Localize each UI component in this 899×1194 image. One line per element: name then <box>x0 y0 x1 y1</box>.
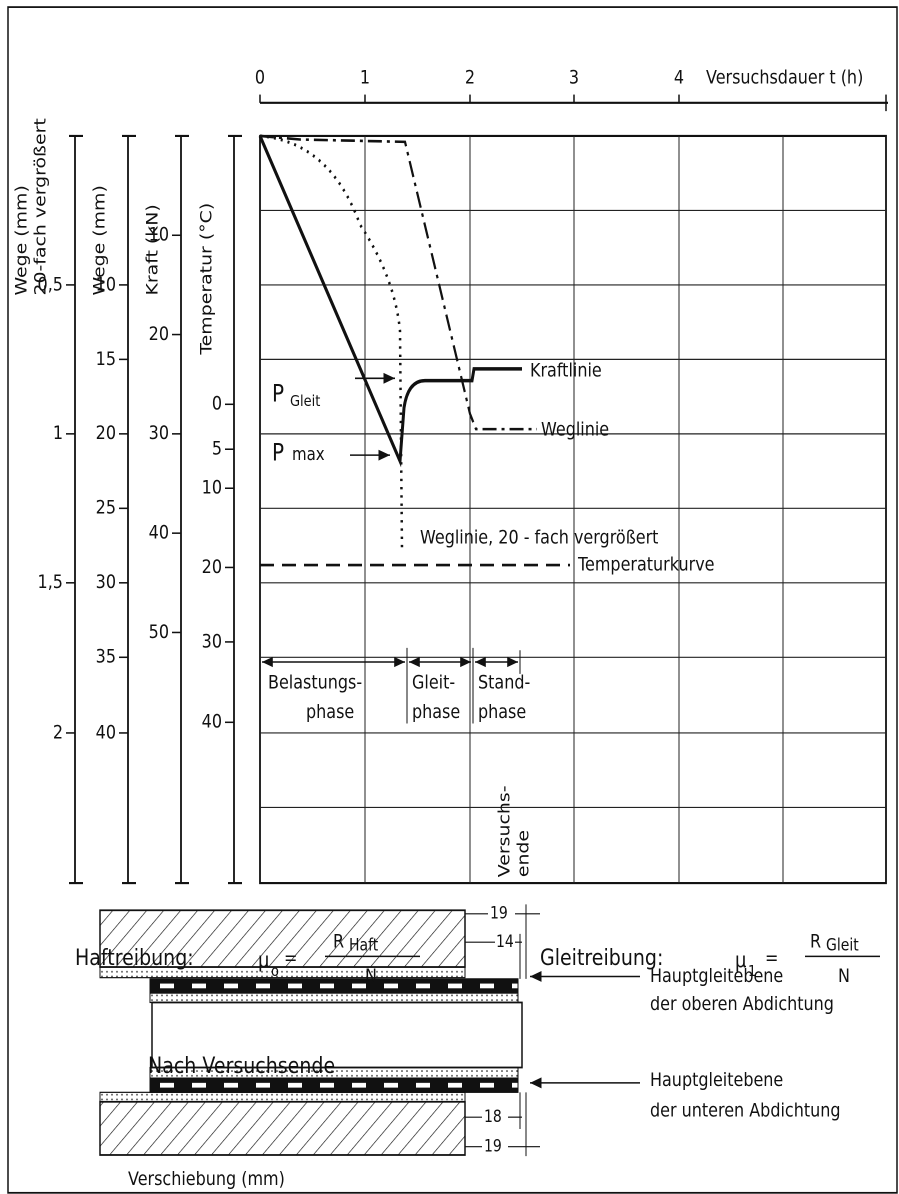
time-axis-label: Versuchsdauer t (h) <box>706 67 863 89</box>
curve-label: Weglinie <box>541 420 609 442</box>
plane-label: der oberen Abdichtung <box>650 994 834 1016</box>
axis-tick-label: 30 <box>149 423 169 445</box>
axis-tick-label: 50 <box>149 622 169 644</box>
formula-label: Haftreibung: <box>75 945 194 971</box>
formula-eq: = <box>284 948 297 970</box>
dimension-label: 14 <box>496 932 514 951</box>
axis-tick-label: 30 <box>96 572 116 594</box>
formula-symbol: μ <box>735 948 747 973</box>
formula-eq: = <box>765 948 778 970</box>
axis-title: Kraft (kN) <box>144 204 162 295</box>
end-label: Versuchs- <box>496 785 514 877</box>
plot-box <box>259 134 887 885</box>
axis-title: Wege (mm) <box>13 185 31 295</box>
axis-tick-label: 1 <box>53 423 63 445</box>
axis-tick-label: 0,5 <box>38 274 63 296</box>
formula-label: Gleitreibung: <box>540 945 663 971</box>
phase-label: phase <box>412 702 460 724</box>
axis-title: Temperatur (°C) <box>198 203 216 356</box>
path-enlarged-curve <box>259 134 404 550</box>
axis-title: 20-fach vergrößert <box>32 118 50 295</box>
plane-label: Hauptgleitebene <box>650 966 783 988</box>
dimension-label: 19 <box>490 904 508 923</box>
annotation: Gleit <box>290 393 321 410</box>
axis-tick-label: 10 <box>202 477 222 499</box>
cross-section <box>99 904 640 1157</box>
axis-tick-label: 30 <box>202 631 222 653</box>
curve-label: Temperaturkurve <box>577 554 714 576</box>
frame <box>7 6 898 1194</box>
axis-tick-label: 1,5 <box>38 572 63 594</box>
axis-tick-label: 40 <box>96 722 116 744</box>
dimension-label: 19 <box>484 1136 502 1155</box>
time-tick-label: 4 <box>674 67 684 89</box>
axis-tick-label: 5 <box>212 438 222 460</box>
time-tick-label: 3 <box>569 67 579 89</box>
phase-label: Belastungs- <box>268 673 362 695</box>
axis-tick-label: 10 <box>149 224 169 246</box>
axis-tick-label: 10 <box>96 274 116 296</box>
phase-label: Stand- <box>478 673 530 695</box>
formula-numerator: Haft <box>349 935 378 954</box>
axis-tick-label: 0 <box>212 394 222 416</box>
phase-label: phase <box>306 702 354 724</box>
phase-label: Gleit- <box>412 673 455 695</box>
time-tick-label: 1 <box>360 67 370 89</box>
section-title: Nach Versuchsende <box>148 1052 335 1078</box>
phase-label: phase <box>478 702 526 724</box>
axis-title: Wege (mm) <box>91 185 109 295</box>
axis-tick-label: 20 <box>202 557 222 579</box>
formula-denominator: N <box>365 966 377 988</box>
curve-label: Kraftlinie <box>530 360 602 382</box>
end-label: ende <box>515 830 533 877</box>
plane-label: Hauptgleitebene <box>650 1070 783 1092</box>
axis-tick-label: 15 <box>96 349 116 371</box>
formula-index: o <box>271 963 279 980</box>
curve-label: Weglinie, 20 - fach vergrößert <box>420 527 659 549</box>
time-tick-label: 2 <box>465 67 475 89</box>
axis-tick-label: 35 <box>96 646 116 668</box>
axis-tick-label: 25 <box>96 498 116 520</box>
formula-denominator: N <box>838 966 850 988</box>
formula-index: 1 <box>748 963 756 980</box>
axis-tick-label: 20 <box>149 324 169 346</box>
force-curve <box>258 135 522 468</box>
annotation: max <box>292 444 325 465</box>
formula-symbol: μ <box>258 948 270 973</box>
annotation: P <box>272 381 284 408</box>
formula-numerator: R <box>333 931 344 953</box>
axis-tick-label: 2 <box>53 722 63 744</box>
dimension-label: 18 <box>484 1107 502 1126</box>
time-tick-label: 0 <box>255 67 265 89</box>
formula-numerator: R <box>810 931 821 953</box>
path-curve <box>259 134 537 431</box>
axis-tick-label: 40 <box>149 522 169 544</box>
annotation: P <box>272 440 284 467</box>
section-xlabel: Verschiebung (mm) <box>128 1169 285 1191</box>
plane-label: der unteren Abdichtung <box>650 1100 841 1122</box>
axis-tick-label: 40 <box>202 712 222 734</box>
grid <box>260 135 886 884</box>
axis-tick-label: 20 <box>96 423 116 445</box>
formula-numerator: Gleit <box>826 935 859 954</box>
